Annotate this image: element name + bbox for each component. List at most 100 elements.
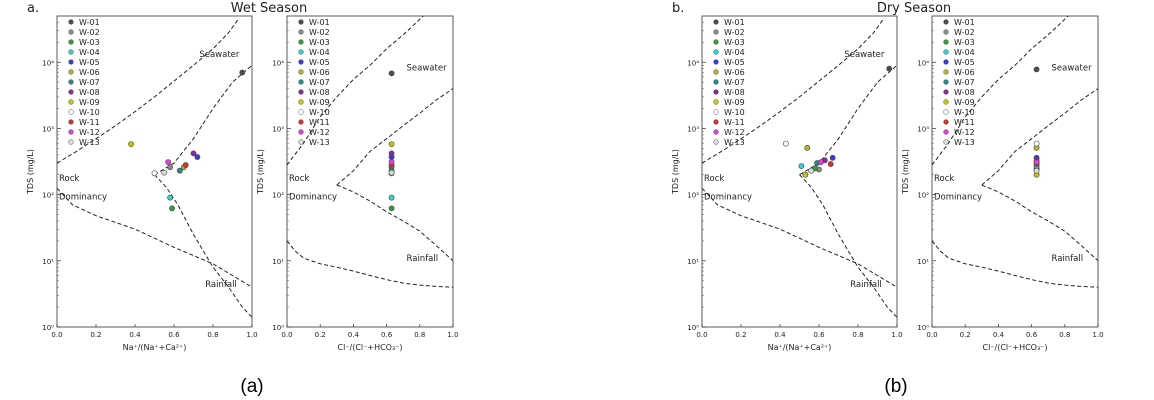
legend-marker xyxy=(713,89,719,95)
data-point xyxy=(388,169,395,176)
legend-label: W-07 xyxy=(954,78,975,87)
panel-title: Dry Season xyxy=(877,1,951,16)
legend-marker xyxy=(68,99,74,105)
legend-label: W-13 xyxy=(79,138,100,147)
legend-label: W-08 xyxy=(954,88,975,97)
x-tick-label: 0.2 xyxy=(90,331,101,339)
legend-marker xyxy=(943,79,949,85)
legend-marker xyxy=(298,69,304,75)
legend-label: W-12 xyxy=(309,128,330,137)
legend-marker xyxy=(943,69,949,75)
data-point xyxy=(798,163,805,169)
data-point xyxy=(804,144,811,151)
legend-marker xyxy=(713,99,719,105)
legend-marker xyxy=(68,59,74,65)
gibbs-boundary-curve xyxy=(799,174,897,318)
legend-label: W-10 xyxy=(954,108,975,117)
x-tick-label: 0.6 xyxy=(1026,331,1038,339)
y-tick-label: 10² xyxy=(272,192,284,200)
data-point xyxy=(239,69,246,76)
legend-label: W-03 xyxy=(309,38,330,47)
plot-frame xyxy=(701,15,898,328)
y-tick-label: 10⁴ xyxy=(917,59,929,67)
legend-marker xyxy=(713,59,719,65)
legend-marker xyxy=(943,59,949,65)
legend-label: W-01 xyxy=(79,18,100,27)
plot-frame xyxy=(56,15,253,328)
legend-label: W-03 xyxy=(954,38,975,47)
legend-marker xyxy=(298,109,304,115)
x-tick-label: 0.0 xyxy=(696,331,707,339)
y-tick-label: 10⁰ xyxy=(917,324,929,332)
legend-marker xyxy=(713,69,719,75)
rainfall-label: Rainfall xyxy=(1052,254,1084,264)
legend-label: W-06 xyxy=(954,68,975,77)
gibbs-boundary-curve xyxy=(154,174,252,318)
x-axis-label: Cl⁻/(Cl⁻+HCO₃⁻) xyxy=(337,343,402,352)
legend-marker xyxy=(713,19,719,25)
data-point xyxy=(182,162,189,168)
legend-marker xyxy=(68,109,74,115)
rock-label: Rock xyxy=(934,174,954,184)
gibbs-boundary-curve xyxy=(702,18,884,164)
y-tick-label: 10³ xyxy=(42,125,54,133)
panel-title: Wet Season xyxy=(231,1,308,16)
legend-label: W-03 xyxy=(724,38,745,47)
y-axis-label: TDS (mg/L) xyxy=(26,149,35,195)
legend-label: W-02 xyxy=(954,28,975,37)
legend-label: W-01 xyxy=(309,18,330,27)
legend-label: W-08 xyxy=(79,88,100,97)
legend-label: W-13 xyxy=(724,138,745,147)
data-point xyxy=(167,194,173,201)
panel-label: b. xyxy=(672,1,684,16)
legend-label: W-12 xyxy=(724,128,745,137)
data-point xyxy=(782,140,789,147)
legend-marker xyxy=(713,79,719,85)
y-tick-label: 10⁴ xyxy=(272,59,284,67)
legend-label: W-11 xyxy=(954,118,975,127)
legend-marker xyxy=(713,39,719,45)
dominancy-label: Dominancy xyxy=(59,192,107,202)
legend-label: W-04 xyxy=(79,48,100,57)
chart-panel-3: 0.0 0.2 0.4 0.6 0.8 1.0 10⁰ 10¹ 10² 10³ 10⁴ Na⁺/(Na… xyxy=(671,1,951,352)
legend-label: W-05 xyxy=(79,58,100,67)
x-tick-label: 0.0 xyxy=(926,331,937,339)
legend-label: W-06 xyxy=(309,68,330,77)
data-point xyxy=(1033,167,1040,174)
caption-a: (a) xyxy=(240,376,263,397)
x-axis-label: Na⁺/(Na⁺+Ca²⁺) xyxy=(123,343,187,352)
y-tick-label: 10¹ xyxy=(272,258,284,266)
x-tick-label: 0.6 xyxy=(381,331,393,339)
legend-label: W-08 xyxy=(724,88,745,97)
gibbs-boundary-curve xyxy=(981,184,1098,262)
gibbs-boundary-curve xyxy=(336,184,453,262)
data-point xyxy=(176,167,183,174)
seawater-label: Seawater xyxy=(199,50,240,60)
legend-label: W-05 xyxy=(954,58,975,67)
legend-marker xyxy=(68,19,74,25)
x-tick-label: 1.0 xyxy=(1092,331,1103,339)
rock-label: Rock xyxy=(59,174,79,184)
legend-label: W-01 xyxy=(954,18,975,27)
gibbs-boundary-curve xyxy=(154,64,252,176)
legend-label: W-02 xyxy=(79,28,100,37)
y-tick-label: 10² xyxy=(42,192,54,200)
legend-marker xyxy=(943,139,949,145)
legend-label: W-01 xyxy=(724,18,745,27)
gibbs-boundary-curve xyxy=(336,88,453,186)
legend-marker xyxy=(713,49,719,55)
legend-label: W-10 xyxy=(309,108,330,117)
gibbs-boundary-curve xyxy=(287,16,424,166)
legend-label: W-11 xyxy=(79,118,100,127)
legend-marker xyxy=(68,49,74,55)
y-axis-label: TDS (mg/L) xyxy=(256,149,265,195)
legend-label: W-08 xyxy=(309,88,330,97)
legend-marker xyxy=(298,79,304,85)
seawater-label: Seawater xyxy=(407,64,448,74)
seawater-label: Seawater xyxy=(844,50,885,60)
legend-marker xyxy=(68,89,74,95)
x-tick-label: 0.0 xyxy=(51,331,62,339)
legend-label: W-09 xyxy=(79,98,100,107)
legend-label: W-10 xyxy=(79,108,100,117)
